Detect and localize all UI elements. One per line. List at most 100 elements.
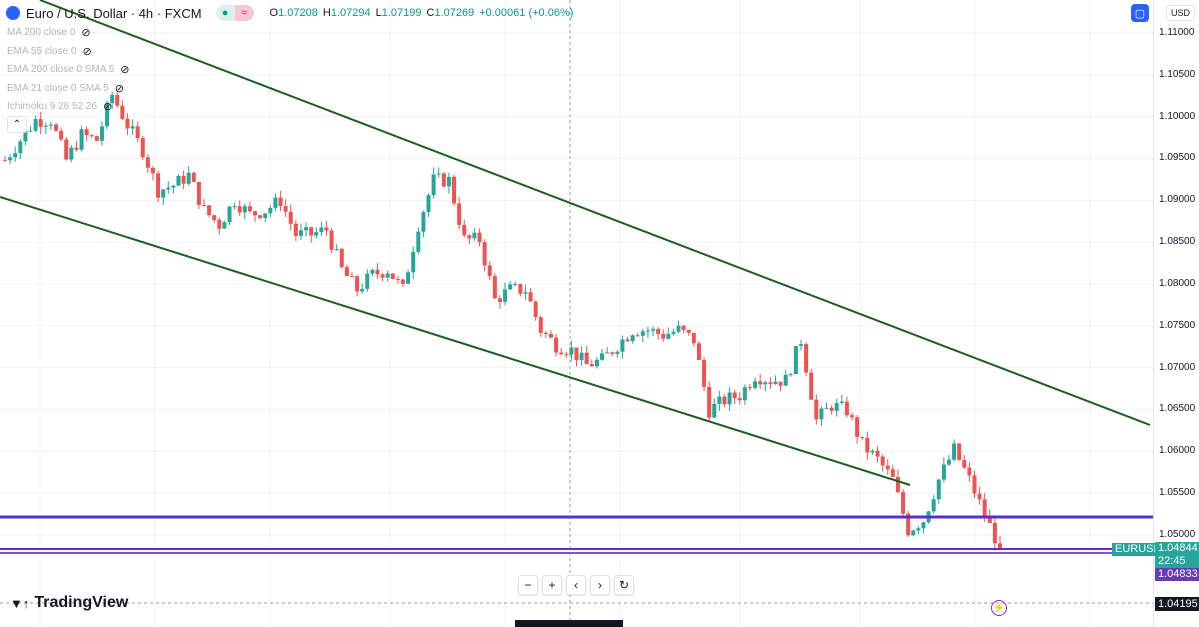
- price-tick: 1.08500: [1159, 236, 1196, 248]
- candle-body: [181, 175, 186, 184]
- scroll-right-button[interactable]: ›: [590, 575, 610, 595]
- candle-body: [457, 203, 462, 225]
- candle-body: [676, 325, 681, 332]
- symbol-label: EURUSD: [1112, 543, 1165, 556]
- eye-off-icon[interactable]: ⊘: [114, 83, 124, 95]
- candle-body: [814, 399, 819, 420]
- candle-body: [564, 354, 569, 356]
- candle-body: [441, 173, 446, 187]
- candle-body: [829, 407, 834, 411]
- market-status[interactable]: ● ≈: [215, 5, 254, 21]
- candle-body: [176, 175, 181, 186]
- high-label: H: [322, 7, 331, 19]
- candle-body: [895, 476, 900, 493]
- candle-body: [916, 528, 921, 531]
- candle-body: [38, 119, 43, 127]
- candle-body: [79, 129, 84, 150]
- candle-body: [865, 437, 870, 453]
- candle-body: [268, 207, 273, 214]
- candle-body: [217, 220, 222, 229]
- candle-body: [89, 135, 94, 137]
- candle-body: [426, 195, 431, 213]
- candle-body: [339, 248, 344, 268]
- collapse-indicators-button[interactable]: ⌃: [7, 116, 27, 133]
- candle-body: [232, 206, 237, 208]
- candle-body: [952, 443, 957, 460]
- indicator-label: EMA 21 close 0 SMA 5: [7, 83, 109, 94]
- level-price-label: 1.04833: [1155, 568, 1199, 581]
- candle-body: [834, 403, 839, 411]
- candle-body: [125, 118, 130, 129]
- indicator-ema21[interactable]: EMA 21 close 0 SMA 5 ⊘: [7, 82, 124, 95]
- candle-body: [375, 269, 380, 275]
- indicator-ma200[interactable]: MA 200 close 0 ⊘: [7, 26, 91, 39]
- candle-body: [202, 204, 206, 206]
- candle-body: [885, 465, 890, 470]
- candle-body: [452, 176, 457, 204]
- candle-body: [605, 352, 610, 354]
- candle-body: [115, 94, 120, 106]
- currency-selector[interactable]: USD: [1165, 5, 1195, 21]
- price-tick: 1.09000: [1159, 194, 1196, 206]
- candle-body: [850, 415, 855, 418]
- candle-body: [921, 522, 926, 529]
- reset-chart-button[interactable]: ↻: [614, 575, 634, 595]
- candle-body: [401, 279, 405, 284]
- candle-body: [946, 459, 951, 465]
- candle-body: [712, 403, 717, 418]
- candle-body: [645, 330, 650, 332]
- bottom-time-highlight: [515, 620, 623, 627]
- eye-off-icon[interactable]: ⊘: [103, 101, 113, 113]
- settings-button[interactable]: ▢: [1131, 4, 1149, 22]
- candle-body: [492, 276, 497, 299]
- scroll-left-button[interactable]: ‹: [566, 575, 586, 595]
- candle-body: [696, 343, 701, 361]
- eye-off-icon[interactable]: ⊘: [82, 46, 92, 58]
- candle-body: [625, 339, 630, 342]
- candle-body: [737, 398, 742, 401]
- candle-body: [355, 276, 360, 292]
- candle-body: [416, 231, 421, 252]
- candle-body: [94, 136, 99, 141]
- bolt-icon[interactable]: ⚡: [991, 600, 1007, 616]
- zoom-in-button[interactable]: +: [542, 575, 562, 595]
- symbol-title[interactable]: Euro / U.S. Dollar · 4h · FXCM: [26, 5, 202, 21]
- candle-body: [360, 288, 365, 292]
- candle-body: [579, 352, 584, 361]
- change-value: +0.00061 (+0.06%): [479, 7, 574, 19]
- candle-body: [84, 129, 89, 136]
- candle-body: [237, 206, 242, 213]
- price-tick: 1.07000: [1159, 361, 1196, 373]
- candle-body: [390, 273, 395, 280]
- indicator-ema200[interactable]: EMA 200 close 0 SMA 5 ⊘: [7, 63, 130, 76]
- candle-body: [349, 276, 354, 278]
- lower-trendline[interactable]: [0, 196, 911, 486]
- eye-off-icon[interactable]: ⊘: [81, 27, 91, 39]
- candle-body: [503, 289, 508, 302]
- candle-body: [8, 157, 13, 161]
- upper-trendline[interactable]: [39, 0, 1151, 426]
- candle-body: [344, 267, 349, 277]
- candle-body: [23, 131, 28, 142]
- low-value: 1.07199: [381, 7, 422, 19]
- candle-body: [804, 344, 809, 373]
- open-label: O: [269, 7, 279, 19]
- eye-off-icon[interactable]: ⊘: [120, 64, 130, 76]
- chevron-up-icon: ⌃: [12, 119, 22, 130]
- candle-body: [518, 283, 523, 294]
- price-tick: 1.07500: [1159, 319, 1196, 331]
- candle-body: [819, 408, 824, 420]
- price-tick: 1.11000: [1159, 27, 1195, 38]
- indicator-ema55[interactable]: EMA 55 close 0 ⊘: [7, 45, 92, 58]
- price-axis[interactable]: USD 1.11000 1.10500 1.10000 1.09500 1.09000 1…: [1153, 0, 1199, 627]
- tradingview-logo[interactable]: ▼↑ TradingView: [10, 594, 128, 612]
- candle-body: [263, 213, 268, 219]
- zoom-out-button[interactable]: −: [518, 575, 538, 595]
- indicator-ichimoku[interactable]: Ichimoku 9 26 52 26 ⊘: [7, 100, 112, 113]
- last-price-label: 1.04844 22:45: [1155, 542, 1199, 568]
- candle-body: [13, 153, 18, 158]
- candle-body: [304, 227, 309, 231]
- candle-body: [533, 301, 538, 318]
- candle-body: [74, 147, 79, 150]
